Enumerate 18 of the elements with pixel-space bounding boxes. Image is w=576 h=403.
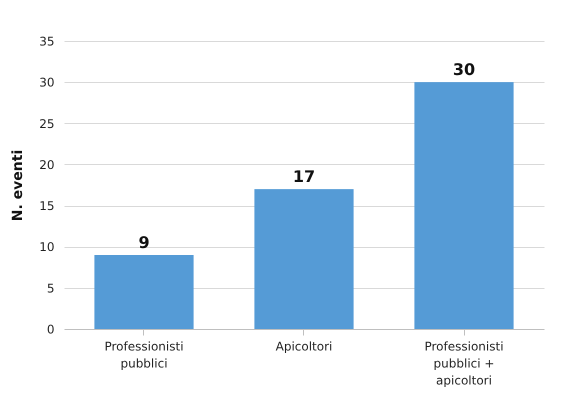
y-tick-label: 20	[39, 158, 54, 172]
y-tick-label: 15	[39, 199, 54, 214]
x-tick-label: Professionisti pubblici + apicoltori	[424, 340, 504, 388]
x-tick-label: Professionisti pubblici	[104, 340, 184, 370]
data-label: 17	[292, 167, 316, 186]
y-tick-label: 0	[46, 322, 54, 336]
y-tick-label: 35	[39, 34, 54, 48]
y-tick-label: 30	[39, 76, 54, 90]
bar	[254, 189, 354, 329]
x-tick-label: Apicoltori	[276, 340, 332, 354]
data-label: 30	[452, 60, 476, 80]
bar	[94, 254, 194, 329]
data-label: 9	[138, 232, 150, 252]
y-tick-label: 25	[39, 116, 54, 131]
y-tick-label: 10	[39, 240, 54, 254]
bar	[414, 82, 514, 329]
y-axis-title: N. eventi	[10, 150, 26, 222]
y-tick-label: 5	[46, 281, 54, 296]
